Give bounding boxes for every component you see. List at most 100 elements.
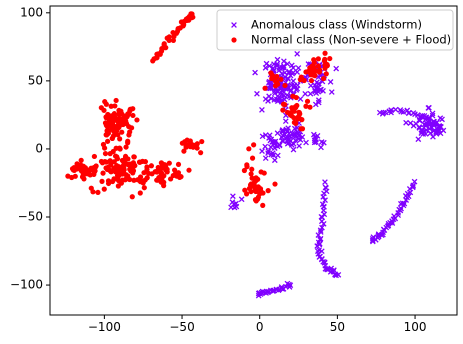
anomalous-point bbox=[284, 128, 291, 134]
legend-marker-normal bbox=[231, 37, 237, 43]
anomalous-point bbox=[267, 144, 274, 150]
normal-point bbox=[119, 129, 125, 135]
normal-point bbox=[74, 161, 80, 167]
anomalous-point bbox=[282, 118, 289, 125]
normal-point bbox=[130, 161, 137, 167]
normal-point bbox=[129, 194, 135, 200]
anomalous-point bbox=[290, 83, 297, 90]
anomalous-point bbox=[294, 82, 301, 89]
normal-point bbox=[116, 115, 122, 121]
anomalous-point bbox=[290, 78, 297, 84]
normal-point bbox=[315, 63, 322, 69]
normal-point bbox=[123, 144, 129, 150]
normal-point bbox=[148, 163, 155, 169]
normal-point bbox=[170, 37, 177, 44]
y-axis: −100 −50 0 50 100 bbox=[10, 5, 50, 292]
anomalous-point bbox=[270, 288, 276, 294]
anomalous-point bbox=[302, 90, 309, 97]
anomalous-point bbox=[320, 194, 327, 200]
normal-point bbox=[278, 76, 284, 82]
normal-point bbox=[137, 179, 144, 185]
anomalous-point bbox=[270, 152, 277, 158]
normal-point bbox=[181, 148, 187, 154]
anomalous-point bbox=[289, 142, 295, 148]
anomalous-point bbox=[440, 127, 447, 134]
normal-point bbox=[141, 185, 147, 191]
anomalous-point bbox=[427, 130, 434, 137]
series-normal bbox=[65, 11, 333, 208]
anomalous-point bbox=[279, 90, 286, 97]
normal-point bbox=[260, 202, 266, 208]
anomalous-point bbox=[415, 136, 422, 143]
anomalous-point bbox=[327, 79, 334, 85]
anomalous-point bbox=[314, 85, 320, 92]
anomalous-point bbox=[437, 115, 444, 122]
anomalous-point bbox=[322, 197, 328, 204]
anomalous-point bbox=[285, 140, 292, 147]
anomalous-point bbox=[322, 184, 329, 191]
anomalous-point bbox=[312, 101, 319, 108]
anomalous-point bbox=[238, 196, 245, 203]
anomalous-point bbox=[276, 142, 283, 149]
normal-point bbox=[307, 65, 313, 72]
anomalous-point bbox=[331, 267, 337, 274]
legend-box bbox=[216, 9, 454, 51]
normal-point bbox=[108, 103, 114, 109]
anomalous-point bbox=[295, 65, 302, 71]
anomalous-point bbox=[388, 107, 394, 113]
anomalous-point bbox=[286, 136, 293, 142]
x-tick-label: −50 bbox=[169, 320, 194, 334]
normal-point bbox=[127, 106, 133, 112]
y-tick-label: 100 bbox=[20, 5, 43, 19]
normal-point bbox=[311, 57, 317, 63]
anomalous-point bbox=[228, 204, 234, 211]
normal-point bbox=[316, 67, 323, 73]
normal-point bbox=[322, 50, 328, 56]
x-tick-label: 100 bbox=[404, 320, 427, 334]
normal-point bbox=[303, 103, 309, 109]
normal-point bbox=[269, 75, 275, 82]
normal-point bbox=[100, 170, 106, 176]
normal-point bbox=[298, 126, 304, 132]
normal-point bbox=[261, 170, 267, 176]
normal-point bbox=[322, 56, 328, 62]
normal-point bbox=[199, 138, 205, 145]
normal-point bbox=[295, 116, 301, 122]
anomalous-point bbox=[265, 150, 271, 156]
anomalous-point bbox=[274, 89, 281, 95]
y-tick-label: −50 bbox=[18, 209, 43, 223]
normal-point bbox=[110, 118, 116, 124]
anomalous-point bbox=[416, 124, 423, 130]
normal-point bbox=[108, 169, 114, 175]
anomalous-point bbox=[294, 50, 301, 57]
anomalous-point bbox=[324, 266, 330, 273]
normal-point bbox=[294, 102, 300, 109]
normal-point bbox=[322, 65, 328, 71]
normal-point bbox=[262, 85, 268, 91]
normal-point bbox=[320, 75, 327, 82]
normal-point bbox=[327, 55, 333, 62]
legend-marker-anomalous bbox=[231, 22, 237, 28]
anomalous-point bbox=[274, 130, 281, 136]
anomalous-point bbox=[400, 109, 407, 115]
normal-point bbox=[293, 120, 299, 126]
anomalous-point bbox=[317, 227, 324, 234]
normal-point bbox=[117, 146, 123, 152]
anomalous-point bbox=[401, 200, 408, 207]
anomalous-point bbox=[279, 137, 286, 144]
anomalous-point bbox=[268, 85, 274, 91]
anomalous-point bbox=[414, 112, 421, 118]
anomalous-point bbox=[285, 76, 291, 82]
normal-point bbox=[299, 117, 305, 123]
anomalous-point bbox=[411, 178, 418, 185]
normal-point bbox=[109, 178, 116, 185]
normal-point bbox=[116, 164, 122, 170]
normal-point bbox=[74, 165, 80, 171]
normal-point bbox=[121, 158, 128, 164]
normal-point bbox=[106, 127, 112, 134]
data-points bbox=[65, 11, 447, 299]
anomalous-point bbox=[418, 113, 425, 120]
normal-point bbox=[117, 136, 123, 142]
